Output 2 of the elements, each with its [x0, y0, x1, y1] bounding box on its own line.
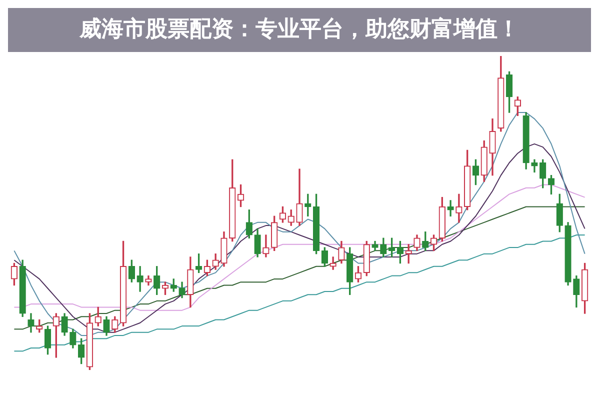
chart-title: 威海市股票配资：专业平台，助您财富增值！: [8, 8, 591, 52]
candlestick: [456, 194, 462, 223]
